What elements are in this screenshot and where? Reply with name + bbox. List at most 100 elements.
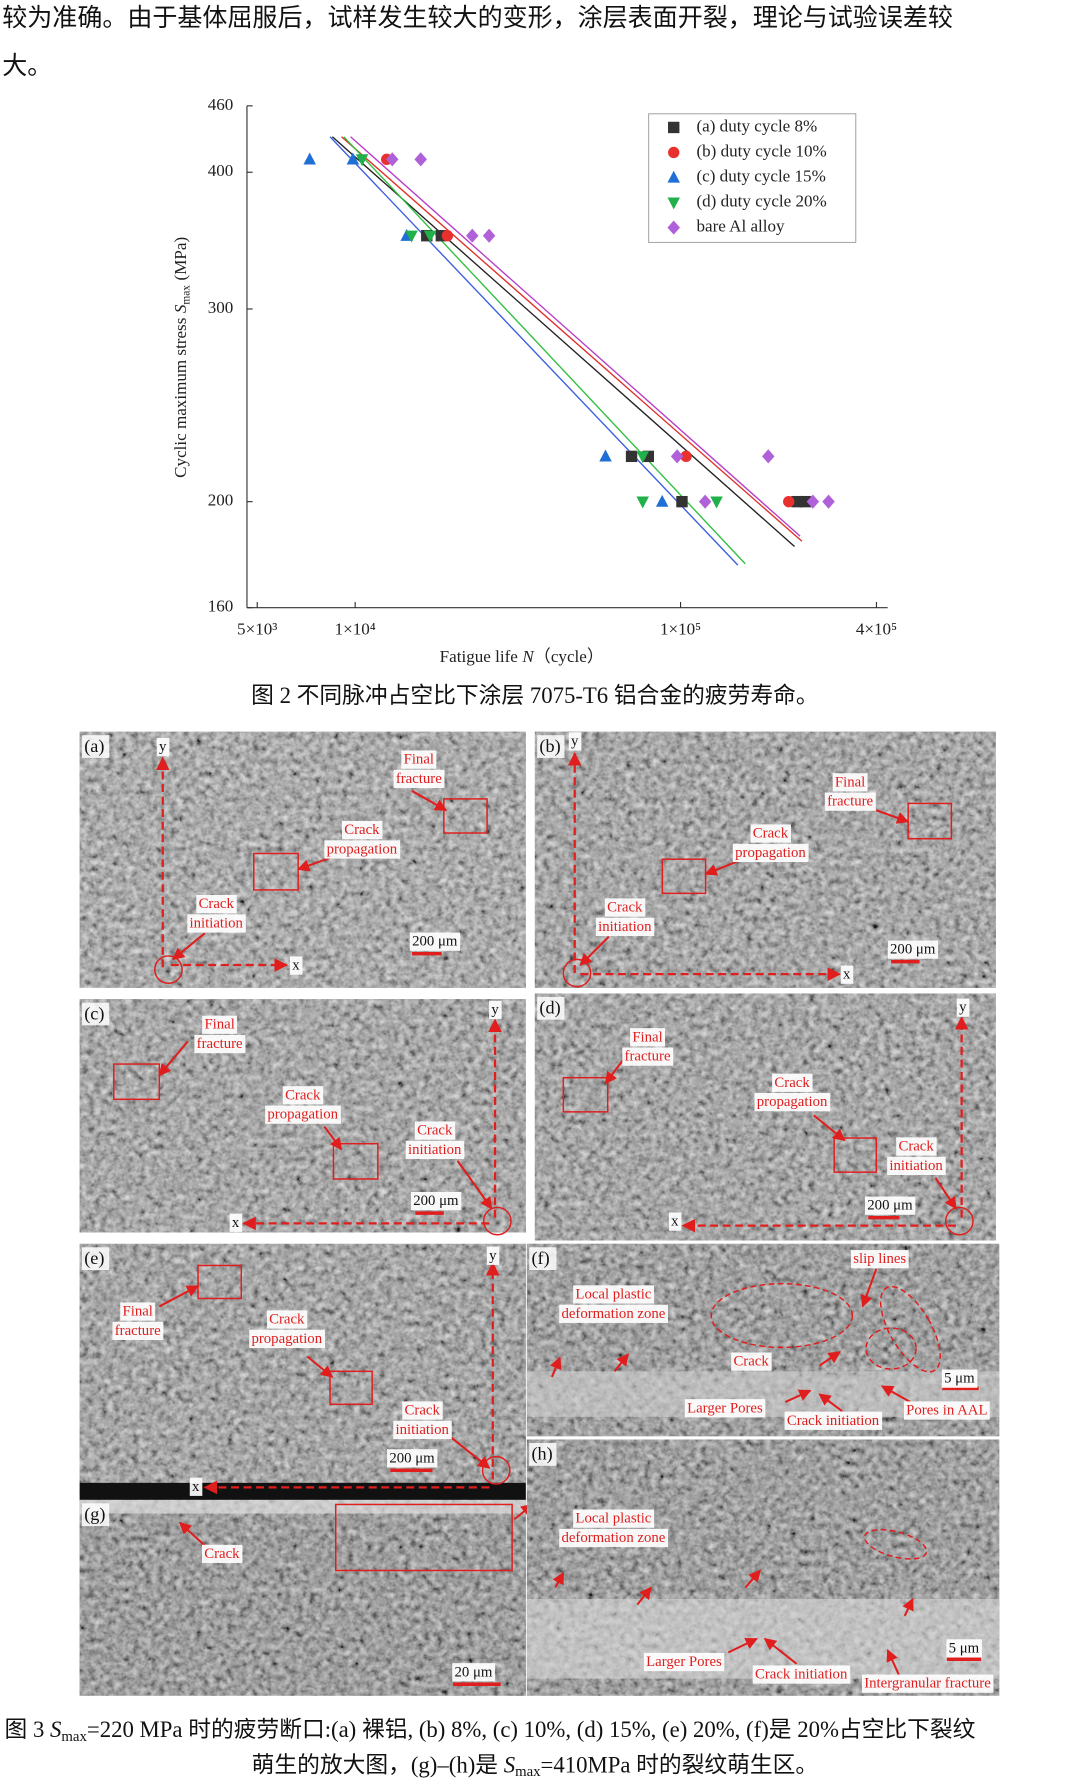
marker (423, 230, 437, 243)
legend-marker (668, 146, 680, 159)
panel-label: Final (404, 752, 434, 768)
region-box (329, 1370, 373, 1406)
y-label-sub: max (180, 285, 192, 305)
panel-label: initiation (396, 1422, 450, 1438)
marker (698, 494, 712, 509)
label-bg (887, 1156, 946, 1175)
panel-label: Pores in AAL (906, 1403, 987, 1419)
panel-label: Crack (774, 1075, 810, 1091)
marker (482, 228, 496, 243)
scale-label: y (159, 739, 167, 755)
pointer-arrow (902, 1597, 914, 1617)
panel-label: fracture (115, 1323, 161, 1339)
pointer-arrow (456, 1160, 493, 1210)
panel-letter-bg (537, 735, 565, 758)
panel-label: Larger Pores (687, 1400, 763, 1416)
figure-caption: 萌生的放大图，(g)–(h)是 Smax=410MPa 时的裂纹萌生区。 (252, 1753, 819, 1781)
panel-letter: (d) (539, 998, 560, 1019)
sem-texture (79, 1243, 526, 1500)
marker (303, 152, 316, 165)
panel-letter: (b) (539, 736, 560, 757)
x-tick-label: 4×10⁵ (856, 619, 897, 638)
panel-letter-bg (81, 1247, 110, 1271)
label-bg (410, 1192, 462, 1211)
body-text: 较为准确。由于基体屈服后，试样发生较大的变形，涂层表面开裂，理论与试验误差较 (2, 4, 953, 32)
label-bg (568, 732, 582, 751)
scale-label: 200 μm (413, 1193, 459, 1209)
panel-label: Final (204, 1017, 234, 1033)
fit-line (341, 136, 803, 542)
marker (806, 494, 820, 509)
marker (799, 495, 812, 508)
panel-label: Final (123, 1304, 153, 1320)
label-bg (754, 1092, 831, 1112)
x-axis-label: Fatigue life N（cycle） (440, 647, 604, 666)
caption-part: S (50, 1717, 62, 1742)
pointer-arrow (818, 1351, 841, 1367)
y-tick-label: 460 (208, 95, 234, 114)
panel-label: Crack (204, 1546, 240, 1562)
pointer-arrow (818, 1393, 843, 1412)
panel-letter: (a) (84, 736, 104, 757)
pointer-arrow (306, 1355, 334, 1378)
panel-label: initiation (598, 919, 652, 935)
panel-label: Crack (285, 1087, 321, 1103)
legend-marker (668, 121, 680, 134)
scale-label: x (671, 1214, 679, 1230)
marker (791, 495, 803, 508)
label-bg (824, 792, 876, 811)
pointer-arrow (636, 1586, 652, 1606)
pointer-arrow (579, 935, 610, 966)
panel-label: propagation (267, 1107, 338, 1123)
label-bg (414, 1121, 456, 1140)
label-bg (573, 1285, 655, 1304)
x-label-unit: （cycle） (534, 647, 604, 666)
scale-label: y (959, 1000, 967, 1016)
label-bg (324, 840, 401, 859)
pointer-arrow (158, 1040, 189, 1077)
panel-label: Local plastic (575, 1286, 651, 1302)
marker (346, 152, 360, 165)
panel-label: fracture (396, 771, 442, 787)
panel-letter: (f) (531, 1248, 549, 1269)
marker (625, 450, 638, 463)
scale-label: y (489, 1248, 497, 1264)
marker (655, 494, 669, 507)
region-circle (481, 1455, 511, 1485)
y-axis-label: Cyclic maximum stress Smax (MPa) (171, 237, 192, 478)
panel-label: fracture (827, 794, 873, 810)
panel-label: slip lines (853, 1251, 906, 1267)
label-bg (402, 1401, 443, 1420)
label-bg (832, 773, 868, 792)
scale-label: 200 μm (867, 1198, 913, 1214)
pointer-arrow (813, 1114, 846, 1142)
legend-label: bare Al alloy (696, 217, 785, 236)
x-tick-label: 1×10⁵ (660, 619, 701, 638)
region-box (197, 1264, 243, 1300)
panel-label: deformation zone (561, 1530, 665, 1546)
label-bg (752, 1665, 851, 1684)
panel-letter: (h) (531, 1444, 552, 1465)
scale-label: y (571, 733, 579, 749)
panel-label: initiation (190, 915, 244, 931)
legend-label: (a) duty cycle 8% (696, 116, 817, 135)
marker (355, 154, 369, 167)
label-bg (750, 824, 791, 843)
panel-label: Crack initiation (787, 1413, 880, 1429)
legend-marker (667, 170, 680, 183)
base-bar (79, 1482, 526, 1500)
label-bg (194, 1034, 246, 1054)
marker (783, 495, 795, 508)
pointer-arrow (552, 1571, 565, 1589)
sem-texture (79, 1499, 526, 1696)
pointer-arrow (323, 1126, 343, 1151)
fit-line (343, 136, 746, 565)
region-ellipse (710, 1282, 854, 1349)
marker (642, 450, 655, 463)
label-bg (668, 1212, 682, 1231)
label-bg (865, 1196, 916, 1215)
label-bg (731, 1352, 772, 1371)
region-box (334, 1503, 513, 1572)
marker (599, 449, 612, 462)
